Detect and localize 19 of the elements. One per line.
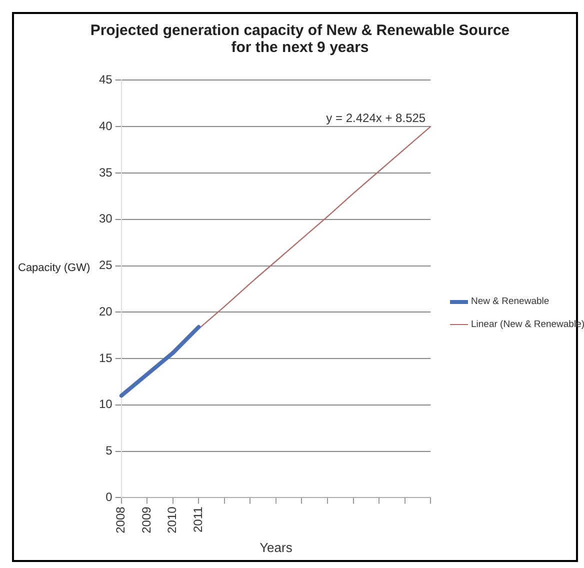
y-tick-label: 5 [106,444,113,458]
x-tick-label: 2008 [114,506,128,534]
y-tick-label: 15 [98,350,113,365]
y-tick-label: 30 [98,212,113,226]
y-tick-label: 0 [106,490,113,504]
y-tick-label: 40 [98,118,113,133]
y-axis-title: Capacity (GW) [18,262,90,274]
x-tick-label: 2009 [139,506,154,534]
x-tick-label: 2010 [165,506,180,534]
y-tick-label: 10 [98,397,113,412]
annotation: y = 2.424x + 8.525 [326,110,426,125]
legend-label: New & Renewable [471,296,550,307]
y-tick-label: 35 [98,165,113,180]
x-tick-label: 2011 [190,506,205,533]
chart-title: Projected generation capacity of New & Renewable Source for the next 9 years [90,22,510,56]
y-tick-label: 20 [98,304,113,318]
x-axis-title: Years [260,540,293,555]
y-tick-label: 25 [98,258,113,272]
y-tick-label: 45 [98,72,113,87]
